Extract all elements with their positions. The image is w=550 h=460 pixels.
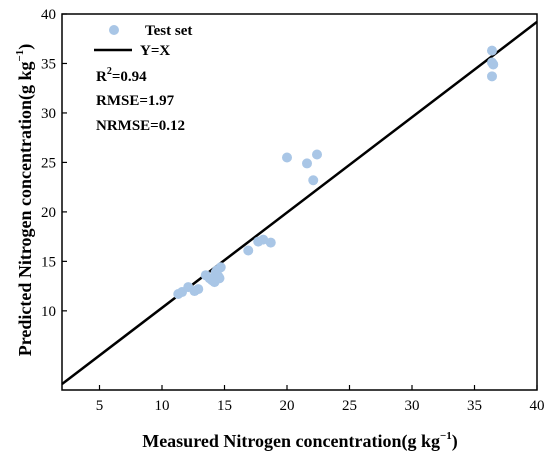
y-tick-label-40: 40 <box>41 7 56 23</box>
data-point-14 <box>243 245 254 256</box>
y-tick-label-35: 35 <box>41 56 56 72</box>
data-point-11 <box>214 273 225 284</box>
x-axis-title-end: ) <box>452 431 458 452</box>
x-tick-label-35: 35 <box>467 398 482 414</box>
x-axis-ticks: 5 10 15 20 25 30 35 40 <box>96 385 545 414</box>
y-tick-label-30: 30 <box>41 106 56 122</box>
x-axis-title: Measured Nitrogen concentration(g kg−1) <box>142 430 458 452</box>
y-axis-title-text: Predicted Nitrogen concentration(g kg <box>15 61 36 356</box>
y-tick-label-15: 15 <box>41 254 56 270</box>
r2-superscript: 2 <box>107 66 112 77</box>
data-point-24 <box>488 59 499 70</box>
x-tick-label-40: 40 <box>530 398 545 414</box>
x-axis-title-sup: −1 <box>440 430 452 442</box>
data-point-16 <box>258 234 269 245</box>
x-tick-label-25: 25 <box>342 398 357 414</box>
r2-annotation: R2=0.94 <box>96 66 147 85</box>
x-axis-title-text: Measured Nitrogen concentration(g kg <box>142 431 440 452</box>
legend-label-y-equals-x: Y=X <box>140 43 170 59</box>
x-tick-label-5: 5 <box>96 398 104 414</box>
data-point-20 <box>308 175 319 186</box>
r2-value: =0.94 <box>112 69 147 85</box>
data-point-13 <box>212 265 222 276</box>
y-equals-x-line <box>61 20 538 386</box>
plot-frame <box>61 13 538 391</box>
data-point-22 <box>487 45 497 56</box>
x-tick-label-30: 30 <box>405 398 420 414</box>
data-point-4 <box>193 284 204 295</box>
data-point-17 <box>265 237 276 248</box>
x-tick-label-15: 15 <box>217 398 232 414</box>
y-axis-title-sup: −1 <box>14 50 26 62</box>
x-tick-label-20: 20 <box>280 398 295 414</box>
legend-marker-test-set <box>109 25 119 35</box>
data-point-21 <box>312 149 322 160</box>
data-point-18 <box>282 152 292 163</box>
y-tick-label-20: 20 <box>41 205 56 221</box>
y-axis-title-end: ) <box>15 44 36 50</box>
y-tick-label-10: 10 <box>41 304 56 320</box>
rmse-annotation: RMSE=1.97 <box>96 93 175 109</box>
y-axis-ticks: 10 15 20 25 30 35 40 <box>41 7 67 320</box>
y-axis-title: Predicted Nitrogen concentration(g kg−1) <box>14 44 36 357</box>
legend: Test set Y=X <box>94 23 192 59</box>
x-tick-label-10: 10 <box>155 398 170 414</box>
nrmse-annotation: NRMSE=0.12 <box>96 118 185 134</box>
r2-prefix: R <box>96 69 107 85</box>
data-point-19 <box>302 158 312 169</box>
legend-label-test-set: Test set <box>145 23 192 39</box>
data-point-25 <box>487 71 497 82</box>
test-set-points <box>173 45 499 300</box>
y-tick-label-25: 25 <box>41 155 56 171</box>
